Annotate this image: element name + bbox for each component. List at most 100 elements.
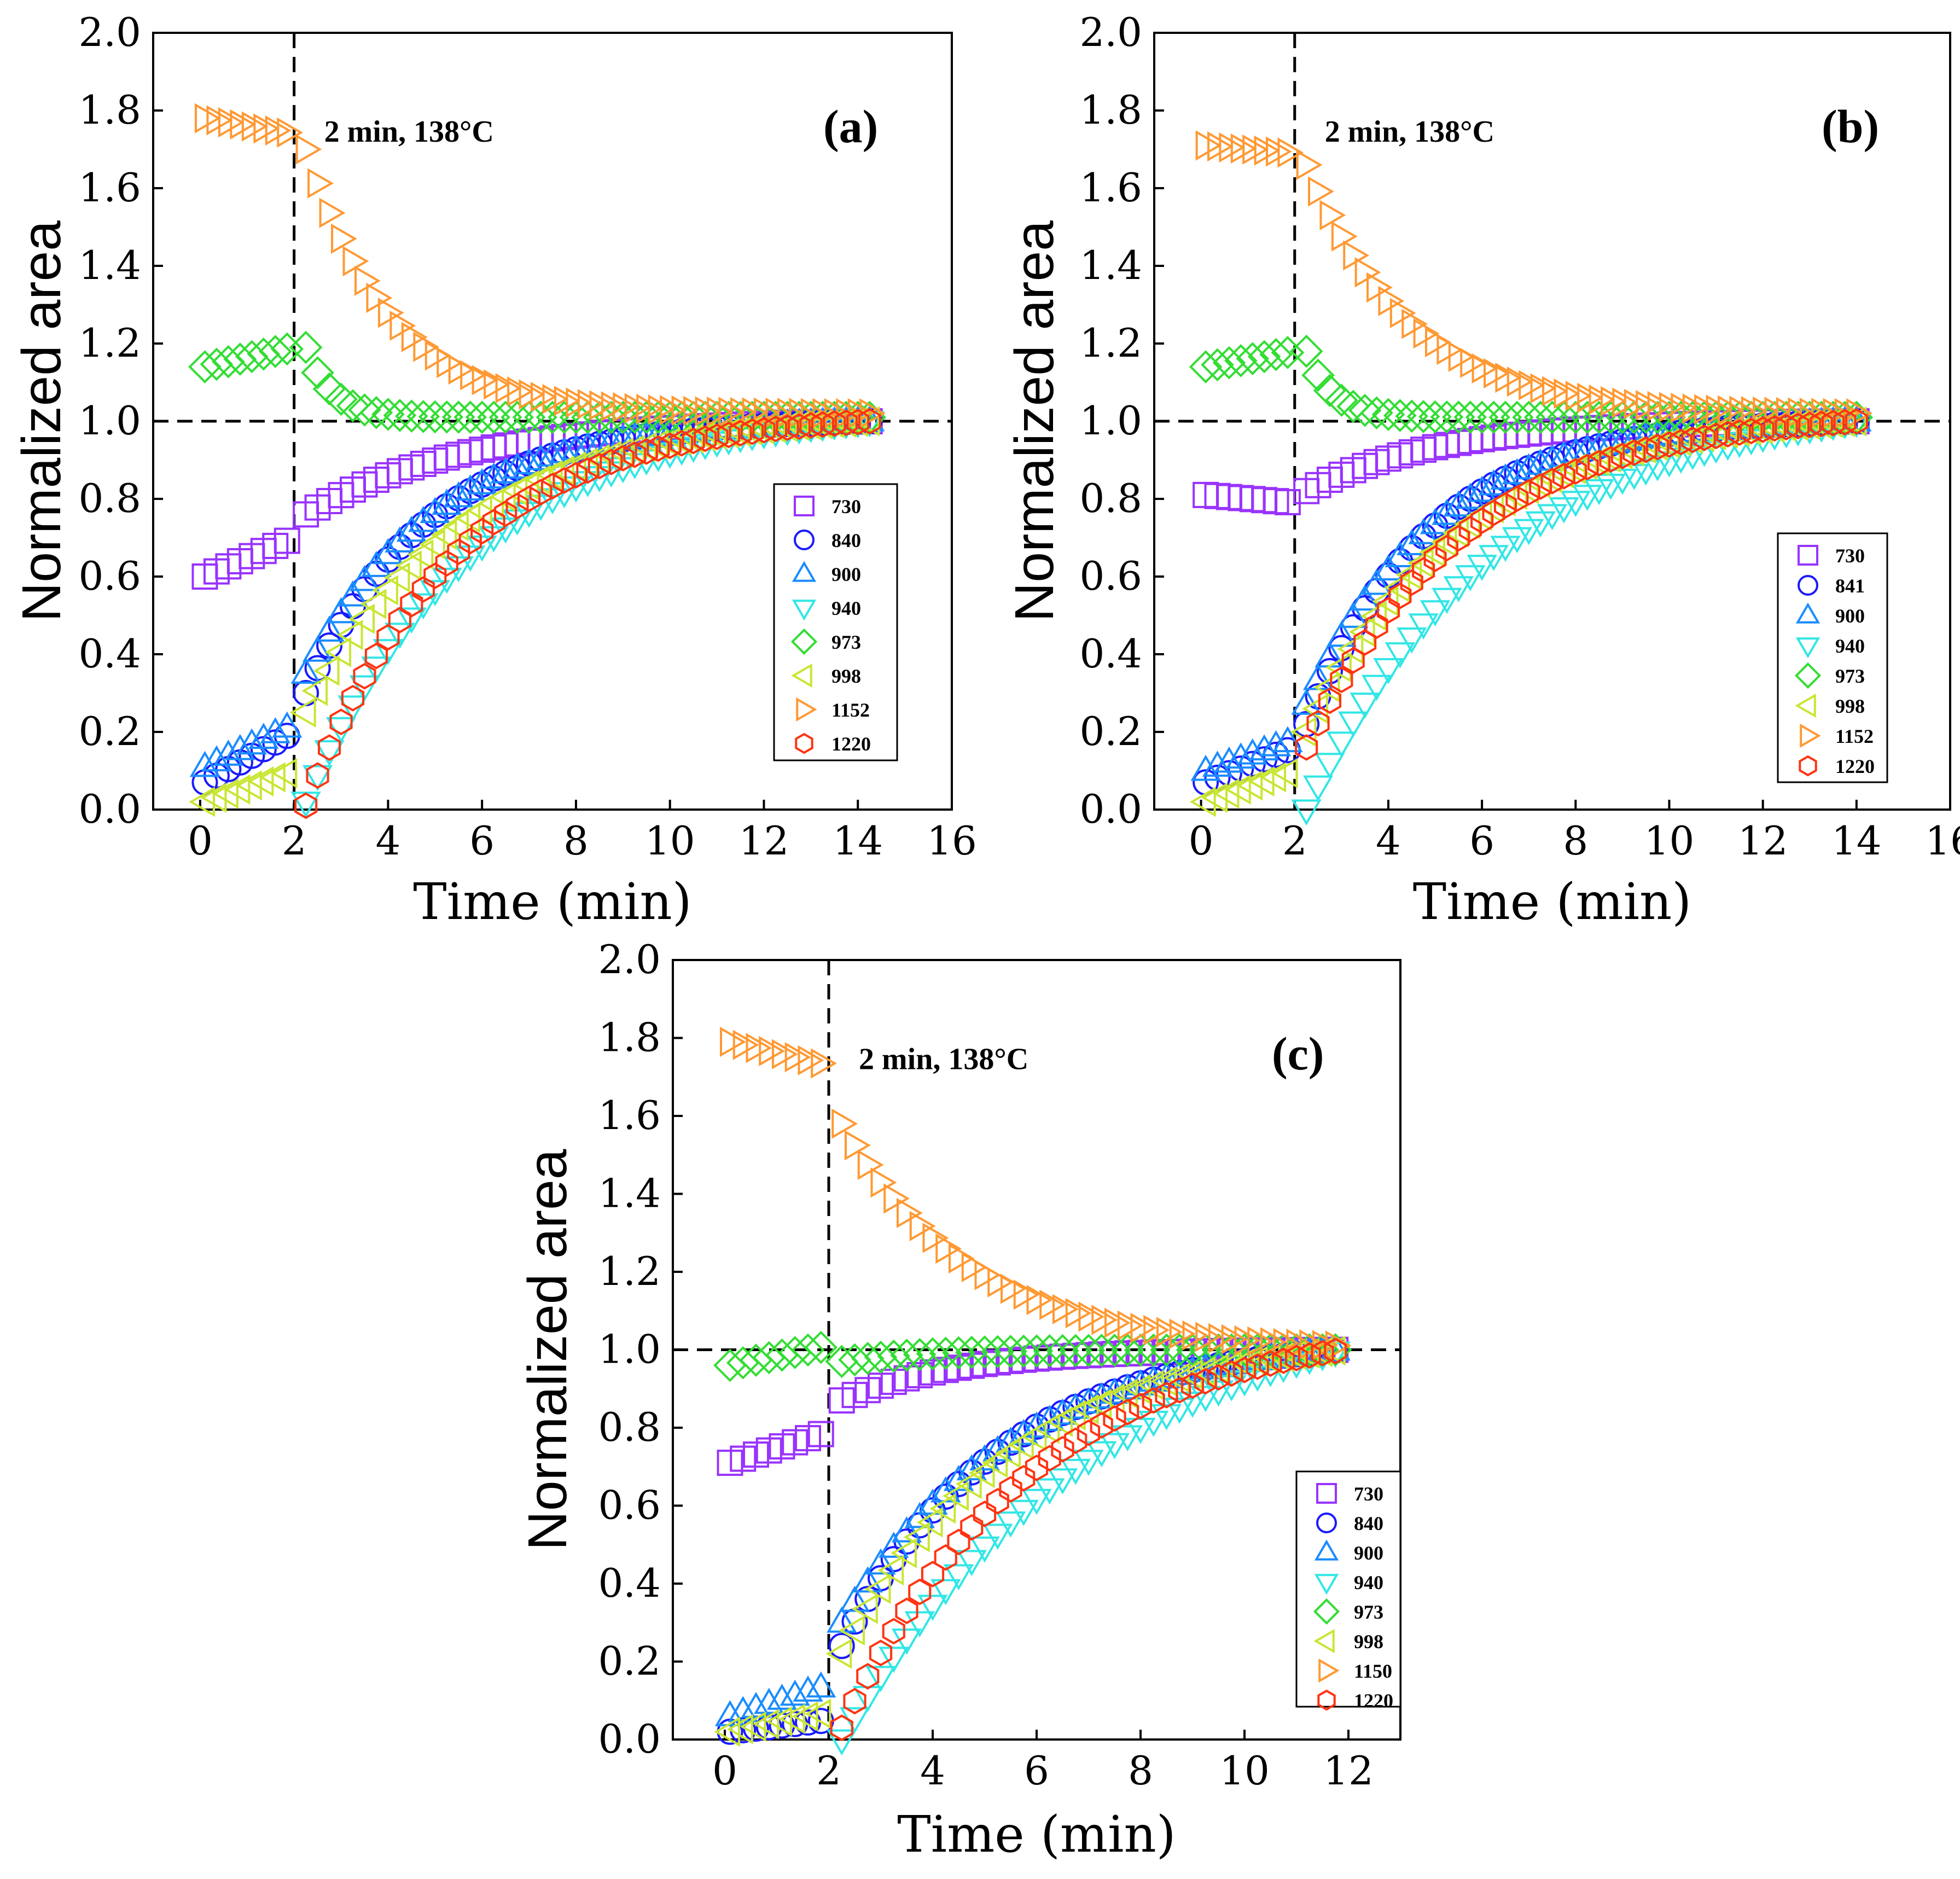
- data-point: [961, 1252, 988, 1283]
- legend-marker: [1314, 1574, 1339, 1595]
- data-point: [1038, 1445, 1061, 1472]
- x-tick-label: 12: [1323, 1748, 1374, 1794]
- data-point: [338, 695, 368, 722]
- data-point: [1470, 507, 1494, 534]
- data-point: [361, 656, 392, 683]
- data-point: [1529, 473, 1552, 500]
- data-point: [304, 494, 331, 521]
- data-point: [1336, 389, 1370, 423]
- data-point: [752, 417, 776, 444]
- x-tick-label: 16: [927, 818, 977, 864]
- data-point: [289, 697, 316, 728]
- data-point: [349, 565, 380, 591]
- data-point: [458, 527, 482, 555]
- data-point: [277, 117, 304, 148]
- panel-label: (b): [1822, 100, 1879, 153]
- data-point: [1634, 436, 1657, 463]
- data-point: [203, 558, 230, 585]
- legend-marker: [1799, 755, 1817, 777]
- series-900: [714, 1334, 1351, 1726]
- data-point: [1443, 517, 1469, 548]
- data-point: [1026, 1284, 1053, 1316]
- data-point: [1112, 1425, 1143, 1452]
- data-point: [792, 1701, 818, 1732]
- data-point: [1514, 453, 1544, 480]
- x-tick-label: 10: [1644, 818, 1695, 864]
- data-point: [1433, 432, 1460, 458]
- data-point: [943, 1564, 974, 1591]
- data-point: [529, 479, 552, 506]
- data-point: [225, 734, 255, 760]
- data-point: [1505, 485, 1529, 512]
- data-point: [1833, 409, 1857, 436]
- data-point: [741, 1691, 771, 1718]
- data-point: [338, 580, 368, 607]
- data-point: [904, 1502, 935, 1528]
- data-point: [831, 1108, 858, 1139]
- x-tick-label: 10: [645, 818, 695, 864]
- data-point: [1348, 616, 1375, 647]
- data-point: [1705, 422, 1728, 450]
- data-point: [1176, 1359, 1203, 1390]
- data-point: [293, 501, 319, 528]
- data-point: [611, 445, 635, 472]
- data-point: [274, 527, 300, 554]
- data-point: [1408, 518, 1439, 544]
- y-tick-label: 0.6: [598, 1482, 661, 1528]
- y-tick-label: 2.0: [78, 9, 141, 55]
- data-point: [623, 441, 647, 468]
- data-point: [1340, 457, 1366, 484]
- data-point: [1295, 734, 1318, 761]
- data-point: [1098, 1334, 1131, 1367]
- data-point: [811, 411, 834, 438]
- legend-entry: 940: [1354, 1572, 1383, 1593]
- data-point: [1180, 1372, 1205, 1399]
- data-point: [868, 1372, 894, 1399]
- series-1220: [1295, 408, 1868, 761]
- data-point: [453, 400, 487, 434]
- legend-entry: 998: [1835, 695, 1865, 717]
- data-point: [846, 409, 870, 435]
- x-tick-label: 4: [1376, 818, 1401, 864]
- data-point: [191, 563, 218, 590]
- data-point: [395, 399, 428, 433]
- data-point: [1260, 1327, 1287, 1358]
- x-tick-label: 0: [188, 818, 213, 864]
- data-point: [960, 1514, 984, 1541]
- data-point: [1388, 583, 1412, 609]
- legend-marker: [792, 561, 817, 582]
- data-point: [1547, 400, 1581, 434]
- data-point: [1129, 1393, 1153, 1420]
- data-point: [1653, 428, 1679, 459]
- panel-label: (c): [1272, 1027, 1324, 1080]
- data-point: [1560, 491, 1591, 517]
- data-point: [1540, 468, 1564, 495]
- legend-entry: 1152: [831, 699, 870, 721]
- legend-entry: 1152: [1835, 725, 1874, 747]
- legend-marker: [794, 530, 815, 550]
- data-point: [1302, 775, 1334, 802]
- data-point: [1077, 1419, 1101, 1446]
- data-point: [1090, 1412, 1113, 1439]
- data-point: [717, 1450, 743, 1476]
- data-point: [398, 454, 425, 481]
- data-point: [396, 515, 427, 542]
- data-point: [1213, 778, 1240, 809]
- data-point: [972, 1351, 998, 1377]
- data-point: [1311, 1340, 1334, 1367]
- data-point: [271, 758, 298, 789]
- data-point: [372, 575, 398, 606]
- data-point: [647, 435, 670, 462]
- data-point: [1575, 453, 1599, 481]
- data-point: [388, 607, 411, 633]
- data-point: [576, 457, 600, 484]
- data-point: [383, 399, 417, 432]
- data-point: [236, 770, 262, 801]
- data-point: [1021, 1488, 1052, 1515]
- data-point: [1723, 417, 1750, 447]
- data-point: [891, 1538, 917, 1568]
- data-point: [1537, 504, 1568, 531]
- data-point: [435, 550, 458, 577]
- x-tick-label: 14: [1831, 818, 1882, 864]
- series-1220: [294, 408, 881, 819]
